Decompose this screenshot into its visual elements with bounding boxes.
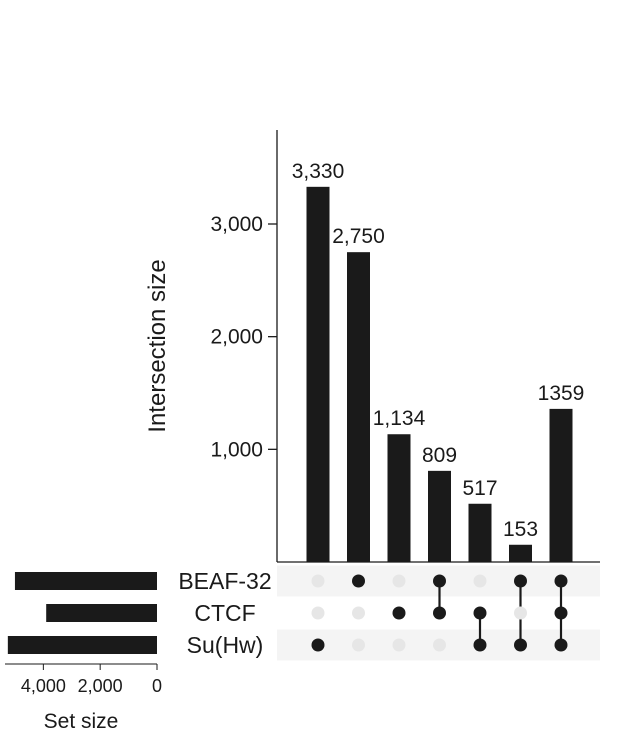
- set-size-bar: [7, 636, 157, 654]
- matrix-dot-inactive: [433, 638, 446, 652]
- set-size-bars: Set size 4,000 2,000 0: [5, 572, 162, 733]
- intersection-matrix: [311, 574, 568, 652]
- matrix-dot-active: [311, 638, 325, 652]
- matrix-dot-active: [554, 606, 568, 620]
- y-tick-label: 2,000: [210, 326, 263, 349]
- intersection-bar-label: 1,134: [373, 407, 426, 430]
- matrix-dot-active: [514, 638, 527, 652]
- intersection-bar-label: 153: [503, 518, 538, 541]
- set-name-label: BEAF-32: [178, 568, 271, 594]
- matrix-dot-active: [433, 606, 446, 620]
- matrix-dot-active: [473, 606, 487, 620]
- y-axis-title: Intersection size: [144, 259, 171, 432]
- intersection-bar: [549, 408, 573, 562]
- intersection-bar-label: 3,330: [292, 160, 345, 183]
- intersection-size-axis: Intersection size 1,000 2,000 3,000: [144, 130, 600, 563]
- intersection-bar-label: 809: [422, 444, 457, 467]
- set-name-label: CTCF: [194, 600, 255, 626]
- intersection-bar: [468, 503, 492, 562]
- matrix-dot-active: [473, 638, 487, 652]
- intersection-bar: [509, 544, 532, 562]
- set-size-bar: [14, 572, 157, 590]
- set-size-bar: [46, 604, 158, 622]
- set-name-label: Su(Hw): [187, 632, 264, 658]
- set-size-axis-title: Set size: [44, 710, 119, 733]
- matrix-dot-inactive: [352, 638, 365, 652]
- matrix-dot-inactive: [392, 574, 406, 588]
- matrix-dot-active: [392, 606, 406, 620]
- set-size-tick-label: 0: [152, 676, 162, 696]
- set-size-tick-label: 4,000: [21, 676, 66, 696]
- matrix-dot-active: [352, 574, 365, 588]
- intersection-bar: [306, 186, 330, 562]
- y-tick-label: 1,000: [210, 438, 263, 461]
- matrix-dot-inactive: [352, 606, 365, 620]
- set-name-labels: BEAF-32 CTCF Su(Hw): [178, 568, 271, 658]
- matrix-dot-inactive: [514, 606, 527, 620]
- matrix-dot-active: [554, 638, 568, 652]
- matrix-dot-inactive: [311, 574, 325, 588]
- y-tick-label: 3,000: [210, 213, 263, 236]
- matrix-dot-active: [433, 574, 446, 588]
- set-size-tick-label: 2,000: [78, 676, 123, 696]
- matrix-dot-inactive: [311, 606, 325, 620]
- matrix-dot-inactive: [473, 574, 487, 588]
- intersection-bar: [347, 252, 370, 562]
- intersection-bar-label: 1359: [538, 382, 585, 405]
- intersection-bar: [387, 434, 411, 562]
- matrix-dot-active: [514, 574, 527, 588]
- intersection-bar-label: 2,750: [332, 225, 385, 248]
- matrix-dot-active: [554, 574, 568, 588]
- matrix-dot-inactive: [392, 638, 406, 652]
- intersection-bar-label: 517: [462, 477, 497, 500]
- intersection-bar: [428, 470, 451, 562]
